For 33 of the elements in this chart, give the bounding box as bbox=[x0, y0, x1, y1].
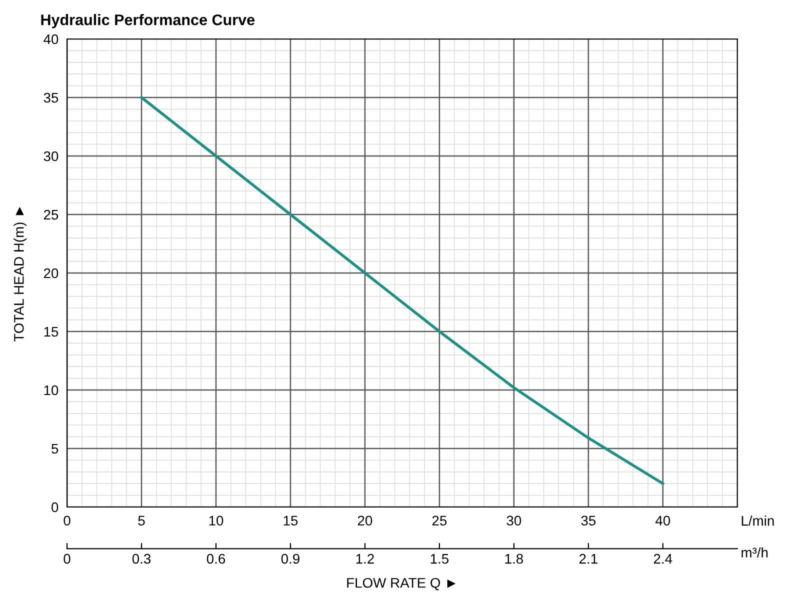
y-tick-label: 0 bbox=[52, 502, 58, 512]
y-tick-label: 25 bbox=[44, 210, 58, 220]
x-tick-label: 15 bbox=[284, 516, 298, 526]
text: m³/h bbox=[742, 547, 768, 558]
x2-tick-label: 1.2 bbox=[356, 554, 374, 564]
x-tick-label: 10 bbox=[209, 516, 224, 526]
y-tick-label: 30 bbox=[44, 151, 58, 162]
x2-tick-label: 2.1 bbox=[579, 554, 598, 564]
x2-tick-label: 2.4 bbox=[654, 554, 672, 564]
x-tick-label: 0 bbox=[64, 516, 70, 526]
x-tick-label: 20 bbox=[358, 516, 372, 526]
chart-title: Hydraulic Performance Curve bbox=[41, 14, 255, 28]
y-tick-label: 40 bbox=[44, 34, 58, 44]
x-tick-label: 35 bbox=[581, 516, 596, 526]
x2-tick-label: 0.3 bbox=[132, 554, 151, 564]
x2-tick-label: 0.9 bbox=[281, 554, 300, 564]
y-tick-label: 10 bbox=[44, 385, 58, 396]
y-tick-label: 5 bbox=[52, 444, 58, 454]
x-axis-title: FLOW RATE Q ► bbox=[347, 578, 456, 590]
y-tick-label: 35 bbox=[44, 92, 58, 103]
text: L/min bbox=[742, 516, 774, 526]
y-tick-label: 20 bbox=[44, 268, 58, 278]
x2-tick-label: 1.5 bbox=[430, 554, 449, 564]
x2-tick-label: 0.6 bbox=[206, 554, 226, 564]
line-series bbox=[140, 96, 664, 485]
x2-tick-label: 1.8 bbox=[505, 554, 523, 564]
x-tick-label: 40 bbox=[655, 516, 670, 526]
x-tick-label: 5 bbox=[138, 516, 145, 526]
y-axis-title: TOTAL HEAD H(m) ► bbox=[14, 206, 27, 342]
x-tick-label: 25 bbox=[432, 516, 447, 526]
x-tick-label: 30 bbox=[506, 516, 522, 526]
x2-tick-label: 0 bbox=[64, 554, 70, 564]
y-tick-label: 15 bbox=[44, 326, 58, 337]
